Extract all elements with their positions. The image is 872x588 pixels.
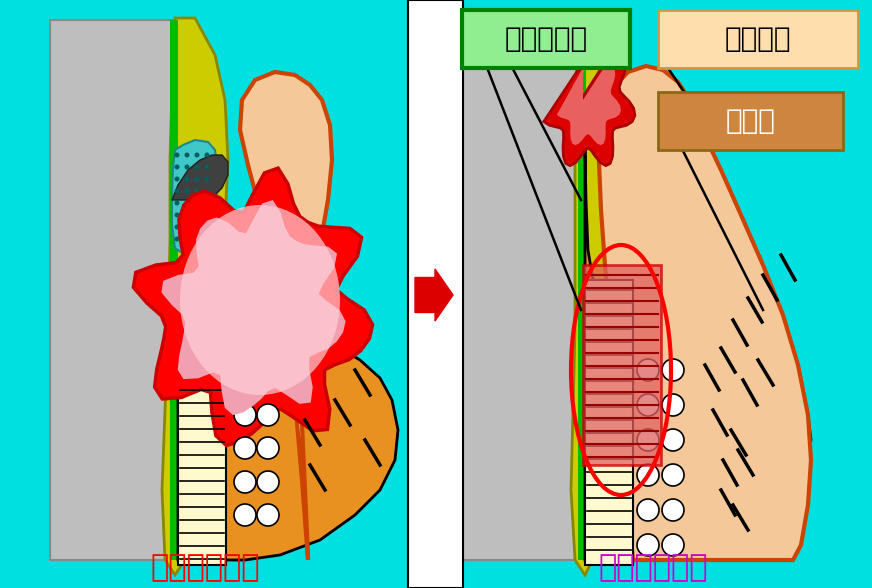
Ellipse shape (180, 205, 340, 395)
Polygon shape (161, 200, 345, 415)
Circle shape (234, 437, 256, 459)
Circle shape (185, 212, 189, 218)
Circle shape (194, 152, 200, 158)
Bar (658, 92, 843, 150)
Polygon shape (133, 168, 372, 446)
Circle shape (185, 176, 189, 182)
Bar (578, 20, 586, 560)
Text: 罹患歯周組織: 罹患歯周組織 (150, 553, 260, 583)
Polygon shape (178, 340, 398, 560)
Polygon shape (557, 62, 621, 145)
Circle shape (234, 404, 256, 426)
Circle shape (662, 534, 684, 556)
Circle shape (637, 394, 659, 416)
Circle shape (194, 165, 200, 169)
Circle shape (174, 236, 180, 242)
Polygon shape (599, 66, 811, 560)
Circle shape (637, 359, 659, 381)
Text: 歯周靭帯: 歯周靭帯 (725, 25, 791, 53)
Polygon shape (162, 18, 228, 575)
Circle shape (234, 471, 256, 493)
Polygon shape (240, 72, 332, 560)
Bar (178, 380, 226, 565)
Circle shape (637, 429, 659, 451)
Text: 健常歯周組織: 健常歯周組織 (598, 553, 708, 583)
Text: 歯槽骨: 歯槽骨 (726, 107, 775, 135)
Bar (658, 10, 858, 68)
Circle shape (174, 152, 180, 158)
Circle shape (185, 152, 189, 158)
Bar (585, 280, 633, 565)
Circle shape (257, 437, 279, 459)
Circle shape (194, 176, 200, 182)
Circle shape (662, 359, 684, 381)
Circle shape (205, 212, 209, 218)
Circle shape (194, 189, 200, 193)
Circle shape (205, 189, 209, 193)
Circle shape (185, 236, 189, 242)
Circle shape (257, 404, 279, 426)
Text: セメント質: セメント質 (504, 25, 588, 53)
Circle shape (185, 201, 189, 205)
Circle shape (205, 165, 209, 169)
Circle shape (257, 504, 279, 526)
Circle shape (194, 225, 200, 229)
Bar (408, 0, 463, 588)
Circle shape (662, 464, 684, 486)
Circle shape (205, 225, 209, 229)
Circle shape (662, 394, 684, 416)
Bar (463, 20, 583, 560)
Circle shape (174, 201, 180, 205)
Polygon shape (172, 155, 228, 200)
Circle shape (174, 176, 180, 182)
Bar (583, 265, 661, 465)
Circle shape (185, 189, 189, 193)
Circle shape (205, 152, 209, 158)
Circle shape (194, 236, 200, 242)
Circle shape (174, 165, 180, 169)
Circle shape (185, 165, 189, 169)
Circle shape (185, 225, 189, 229)
Circle shape (234, 504, 256, 526)
Circle shape (662, 499, 684, 521)
Circle shape (194, 201, 200, 205)
Circle shape (257, 471, 279, 493)
Circle shape (205, 201, 209, 205)
Circle shape (174, 189, 180, 193)
Bar (50, 20, 175, 560)
Circle shape (637, 499, 659, 521)
Bar (170, 20, 178, 560)
Polygon shape (544, 52, 635, 166)
Circle shape (637, 534, 659, 556)
Circle shape (174, 225, 180, 229)
Circle shape (637, 464, 659, 486)
Polygon shape (585, 120, 811, 560)
FancyArrow shape (415, 269, 453, 321)
Polygon shape (172, 140, 218, 255)
Polygon shape (571, 18, 625, 575)
Circle shape (662, 429, 684, 451)
Circle shape (205, 236, 209, 242)
Circle shape (205, 176, 209, 182)
Circle shape (194, 212, 200, 218)
Circle shape (174, 212, 180, 218)
Bar (462, 10, 630, 68)
